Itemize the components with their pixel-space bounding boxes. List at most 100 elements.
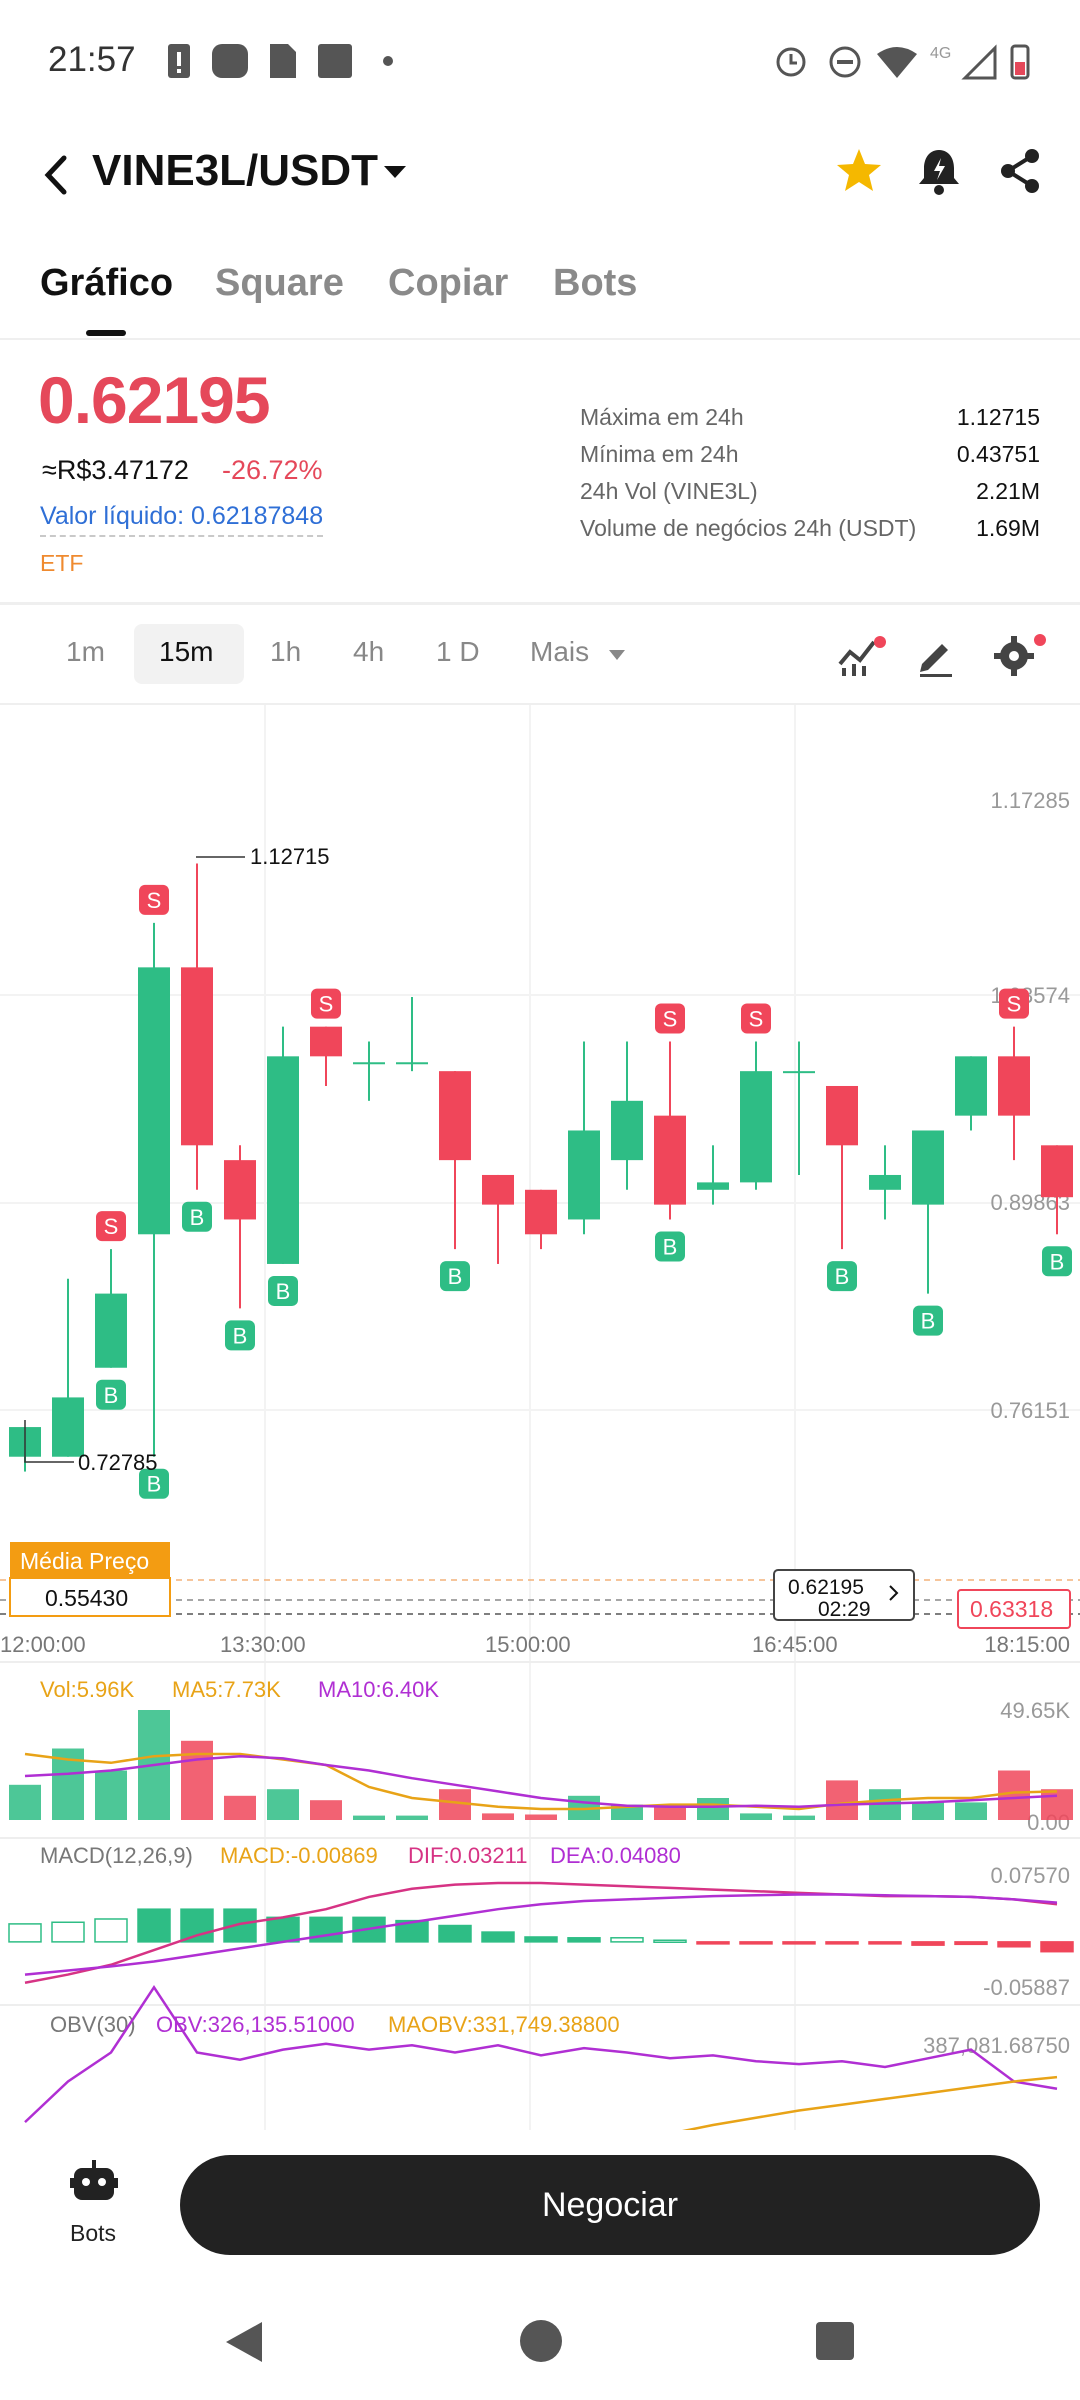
system-status-icons: 4G bbox=[776, 44, 1030, 80]
macd-histogram-bar bbox=[481, 1931, 515, 1943]
candle-body bbox=[181, 967, 213, 1146]
interval-1m[interactable]: 1m bbox=[66, 636, 105, 667]
candle-body bbox=[955, 1056, 987, 1116]
bots-label[interactable]: Bots bbox=[70, 2220, 117, 2246]
macd-histogram-bar bbox=[180, 1908, 214, 1943]
pair-title[interactable]: VINE3L/USDT bbox=[92, 146, 379, 195]
obv-legend-maobv: MAOBV:331,749.38800 bbox=[388, 2012, 620, 2037]
trade-mark-label: B bbox=[104, 1383, 119, 1408]
sell-mark bbox=[999, 988, 1029, 1019]
buy-mark bbox=[440, 1261, 470, 1292]
volume-bar bbox=[1041, 1789, 1073, 1820]
candle-body bbox=[396, 1062, 428, 1065]
macd-histogram-bar bbox=[1040, 1941, 1074, 1953]
candle-body bbox=[310, 1026, 342, 1057]
macd-y-max: 0.07570 bbox=[990, 1863, 1070, 1888]
candle-body bbox=[912, 1130, 944, 1205]
trade-mark-label: S bbox=[104, 1214, 119, 1239]
volume-bar bbox=[654, 1804, 686, 1820]
macd-histogram-bar bbox=[868, 1941, 902, 1945]
nav-home-icon[interactable] bbox=[518, 2318, 564, 2364]
bots-robot-icon[interactable] bbox=[70, 2160, 118, 2206]
price-alert-icon[interactable] bbox=[914, 146, 964, 196]
macd-histogram-bar bbox=[653, 1939, 687, 1943]
volume-bar bbox=[396, 1815, 428, 1820]
chart-settings-gear-icon[interactable] bbox=[994, 632, 1050, 678]
volume-bar bbox=[525, 1814, 557, 1820]
candle-body bbox=[482, 1174, 514, 1205]
etf-tag: ETF bbox=[40, 550, 84, 576]
macd-legend-macd: MACD:-0.00869 bbox=[220, 1843, 378, 1868]
buy-mark bbox=[913, 1305, 943, 1336]
indicators-icon[interactable] bbox=[836, 634, 886, 678]
obv-legend-obv: OBV:326,135.51000 bbox=[156, 2012, 355, 2037]
volume-bar bbox=[181, 1740, 213, 1820]
status-bar: 21:57 4G bbox=[0, 0, 1080, 120]
macd-group bbox=[8, 1881, 1074, 1984]
volume-bar bbox=[310, 1800, 342, 1820]
macd-legend-name: MACD(12,26,9) bbox=[40, 1843, 193, 1868]
trade-mark-label: S bbox=[319, 992, 334, 1017]
volume-bar bbox=[353, 1815, 385, 1820]
macd-legend-dea: DEA:0.04080 bbox=[550, 1843, 681, 1868]
vol-y-max: 49.65K bbox=[1000, 1698, 1070, 1723]
interval-4h[interactable]: 4h bbox=[353, 636, 385, 667]
trade-mark-label: S bbox=[663, 1006, 678, 1031]
candle-body bbox=[95, 1293, 127, 1368]
tab-copiar[interactable]: Copiar bbox=[388, 262, 509, 304]
candle-body bbox=[740, 1071, 772, 1183]
ma10-line bbox=[24, 1754, 1058, 1809]
trade-button[interactable]: Negociar bbox=[180, 2155, 1040, 2255]
candle-body bbox=[439, 1071, 471, 1161]
candle-body bbox=[138, 967, 170, 1235]
net-value-link[interactable]: Valor líquido: 0.62187848 bbox=[40, 502, 324, 537]
candle-body bbox=[826, 1085, 858, 1146]
share-icon[interactable] bbox=[996, 146, 1046, 196]
vol-legend: Vol:5.96K bbox=[40, 1677, 135, 1702]
avg-price-value-box bbox=[9, 1577, 171, 1617]
candle-body bbox=[611, 1100, 643, 1161]
chevron-right-icon bbox=[889, 1585, 899, 1601]
candle-body bbox=[525, 1189, 557, 1235]
mark-price-value: 0.63318 bbox=[970, 1596, 1053, 1622]
tab-bots[interactable]: Bots bbox=[553, 262, 638, 304]
dif-line bbox=[24, 1881, 1058, 1984]
macd-histogram-bar bbox=[266, 1916, 300, 1943]
more-dropdown-icon[interactable] bbox=[608, 648, 626, 662]
buy-mark bbox=[268, 1275, 298, 1306]
candle-countdown: 02:29 bbox=[818, 1598, 871, 1621]
price-brl: ≈R$3.47172 bbox=[42, 455, 189, 485]
macd-histogram-bar bbox=[825, 1941, 859, 1945]
trade-mark-label: B bbox=[921, 1309, 936, 1334]
high-label: 1.12715 bbox=[250, 844, 330, 869]
interval-15m[interactable]: 15m bbox=[159, 636, 214, 667]
status-time: 21:57 bbox=[48, 40, 136, 79]
pair-dropdown-icon[interactable] bbox=[382, 162, 408, 182]
macd-histogram-bar bbox=[782, 1941, 816, 1945]
candle-body bbox=[568, 1130, 600, 1220]
macd-histogram-bar bbox=[94, 1918, 128, 1943]
interval-more[interactable]: Mais bbox=[530, 636, 590, 667]
macd-histogram-bar bbox=[739, 1941, 773, 1945]
obv-legend-name: OBV(30) bbox=[50, 2012, 136, 2037]
volume-bar bbox=[740, 1813, 772, 1820]
interval-1d[interactable]: 1 D bbox=[436, 636, 480, 667]
avg-price-value: 0.55430 bbox=[45, 1585, 128, 1611]
favorite-star-icon[interactable] bbox=[834, 146, 884, 196]
buy-mark bbox=[139, 1468, 169, 1499]
buy-mark bbox=[827, 1261, 857, 1292]
stat-value-turnover: 1.69M bbox=[976, 515, 1040, 541]
macd-histogram-bar bbox=[438, 1924, 472, 1943]
candle-body bbox=[783, 1071, 815, 1074]
draw-pen-icon[interactable] bbox=[916, 634, 956, 678]
tab-grafico[interactable]: Gráfico bbox=[40, 262, 174, 304]
candle-body bbox=[1041, 1145, 1073, 1198]
back-arrow-icon[interactable] bbox=[36, 150, 76, 200]
nav-recents-icon[interactable] bbox=[814, 2320, 856, 2362]
interval-1h[interactable]: 1h bbox=[270, 636, 302, 667]
macd-histogram-bar bbox=[567, 1937, 601, 1943]
volume-bar bbox=[267, 1789, 299, 1820]
tab-square[interactable]: Square bbox=[215, 262, 344, 304]
nav-back-icon[interactable] bbox=[222, 2320, 266, 2364]
